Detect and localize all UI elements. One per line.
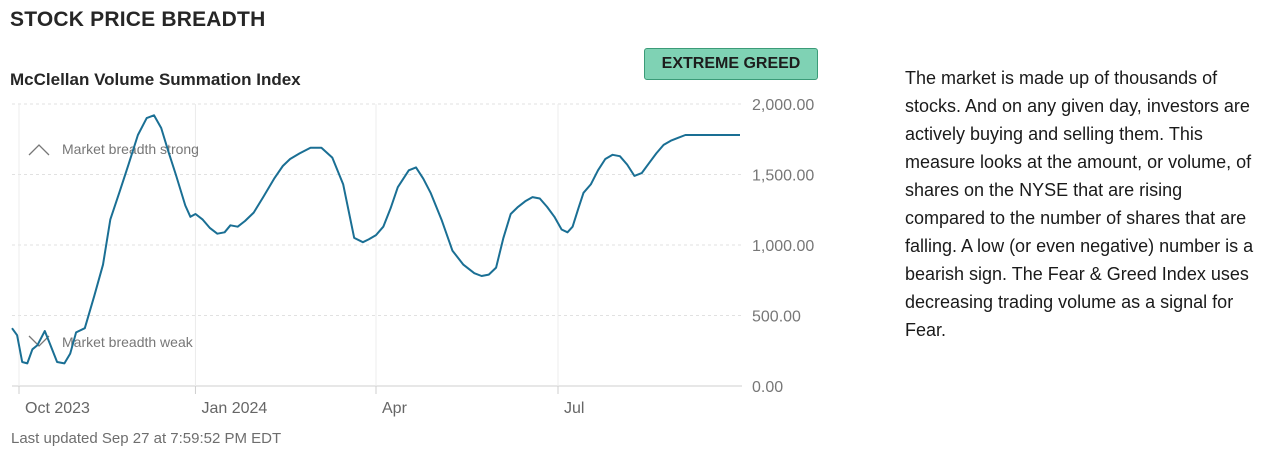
section-title: STOCK PRICE BREADTH <box>10 8 266 31</box>
x-tick-label: Jan 2024 <box>201 400 267 417</box>
x-tick-label: Jul <box>564 400 584 417</box>
y-tick-label: 500.00 <box>752 309 801 326</box>
chevron-down-icon <box>28 335 50 347</box>
y-tick-label: 1,000.00 <box>752 238 814 255</box>
annotation-strong-label: Market breadth strong <box>62 141 199 157</box>
x-tick-label: Apr <box>382 400 408 417</box>
chart-title: McClellan Volume Summation Index <box>10 70 301 89</box>
chart-svg: 0.00 500.00 1,000.00 1,500.00 2,000.00 Oct 2… <box>11 97 814 417</box>
y-tick-label: 2,000.00 <box>752 97 814 114</box>
annotation-weak-label: Market breadth weak <box>62 334 194 350</box>
series-line <box>11 114 740 365</box>
description-text: The market is made up of thousands of st… <box>905 68 1254 340</box>
last-updated: Last updated Sep 27 at 7:59:52 PM EDT <box>11 430 282 447</box>
sentiment-badge: EXTREME GREED <box>644 48 818 80</box>
chevron-up-icon <box>28 144 50 156</box>
x-tick-label: Oct 2023 <box>25 400 90 417</box>
y-tick-label: 1,500.00 <box>752 168 814 185</box>
y-tick-label: 0.00 <box>752 379 783 396</box>
